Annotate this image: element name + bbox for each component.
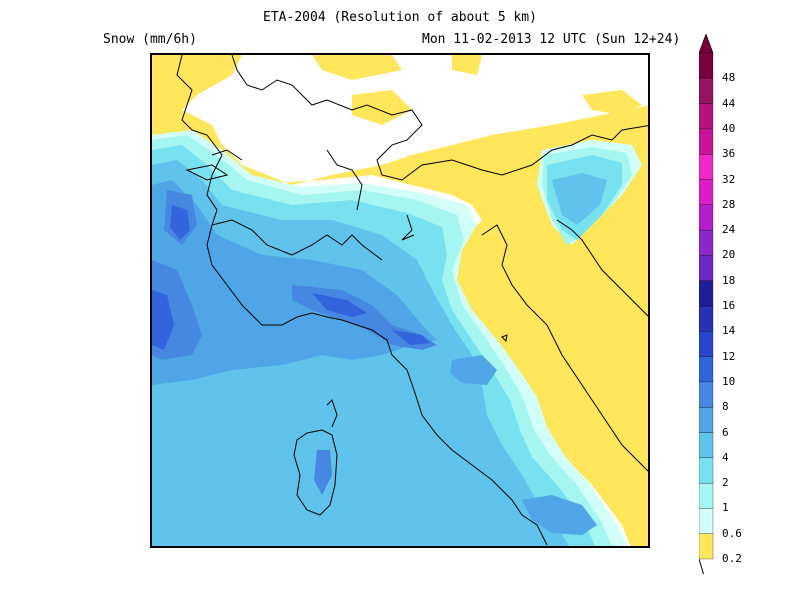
legend-label-16: 16 xyxy=(722,299,736,312)
legend-label-40: 40 xyxy=(722,121,736,135)
legend-label-12: 12 xyxy=(722,349,736,363)
legend-label-36: 36 xyxy=(722,147,736,161)
legend-label-48: 48 xyxy=(722,71,736,85)
legend-swatches xyxy=(699,34,714,574)
legend-swatch-2 xyxy=(699,457,714,484)
legend-label-28: 28 xyxy=(722,197,736,211)
legend-label-0.6: 0.6 xyxy=(722,526,742,540)
legend-swatch-44 xyxy=(699,78,714,104)
snowfall-field xyxy=(152,55,648,546)
legend-label-14: 14 xyxy=(722,324,736,338)
legend-swatch-40 xyxy=(699,103,714,130)
legend-swatch-4 xyxy=(699,432,714,458)
legend-swatch-6 xyxy=(699,407,714,433)
legend-swatch-10 xyxy=(699,356,714,383)
legend-arrow-bottom xyxy=(699,558,705,574)
legend-swatch-32 xyxy=(699,154,714,180)
legend-label-10: 10 xyxy=(722,374,736,388)
level-6-area xyxy=(152,180,597,535)
legend-label-18: 18 xyxy=(722,273,736,287)
color-legend xyxy=(699,34,714,574)
legend-swatch-36 xyxy=(699,128,714,155)
legend-label-8: 8 xyxy=(722,400,729,414)
legend-label-44: 44 xyxy=(722,96,736,110)
snowfall-map xyxy=(150,53,650,548)
legend-swatch-18 xyxy=(699,255,714,281)
legend-label-20: 20 xyxy=(722,248,736,262)
level-10-area xyxy=(152,205,430,350)
legend-swatch-0.6 xyxy=(699,508,714,534)
legend-label-24: 24 xyxy=(722,223,736,237)
legend-swatch-14 xyxy=(699,305,714,332)
legend-swatch-0.2 xyxy=(699,533,714,560)
legend-label-4: 4 xyxy=(722,450,729,464)
legend-swatch-20 xyxy=(699,229,714,256)
legend-swatch-12 xyxy=(699,331,714,357)
legend-swatch-16 xyxy=(699,280,714,307)
legend-swatch-1 xyxy=(699,482,714,509)
coastlines xyxy=(176,55,648,546)
legend-swatch-28 xyxy=(699,179,714,205)
legend-label-2: 2 xyxy=(722,476,729,490)
legend-label-32: 32 xyxy=(722,172,736,186)
valid-time-label: Mon 11-02-2013 12 UTC (Sun 12+24) xyxy=(422,32,681,47)
legend-label-0.2: 0.2 xyxy=(722,552,742,565)
legend-swatch-48 xyxy=(699,52,714,79)
legend-label-1: 1 xyxy=(722,501,729,515)
map-title: ETA-2004 (Resolution of about 5 km) xyxy=(263,10,537,25)
variable-label: Snow (mm/6h) xyxy=(103,32,197,47)
legend-swatch-24 xyxy=(699,204,714,231)
legend-label-6: 6 xyxy=(722,425,729,439)
legend-arrow-top xyxy=(699,34,714,54)
legend-swatch-8 xyxy=(699,381,714,408)
